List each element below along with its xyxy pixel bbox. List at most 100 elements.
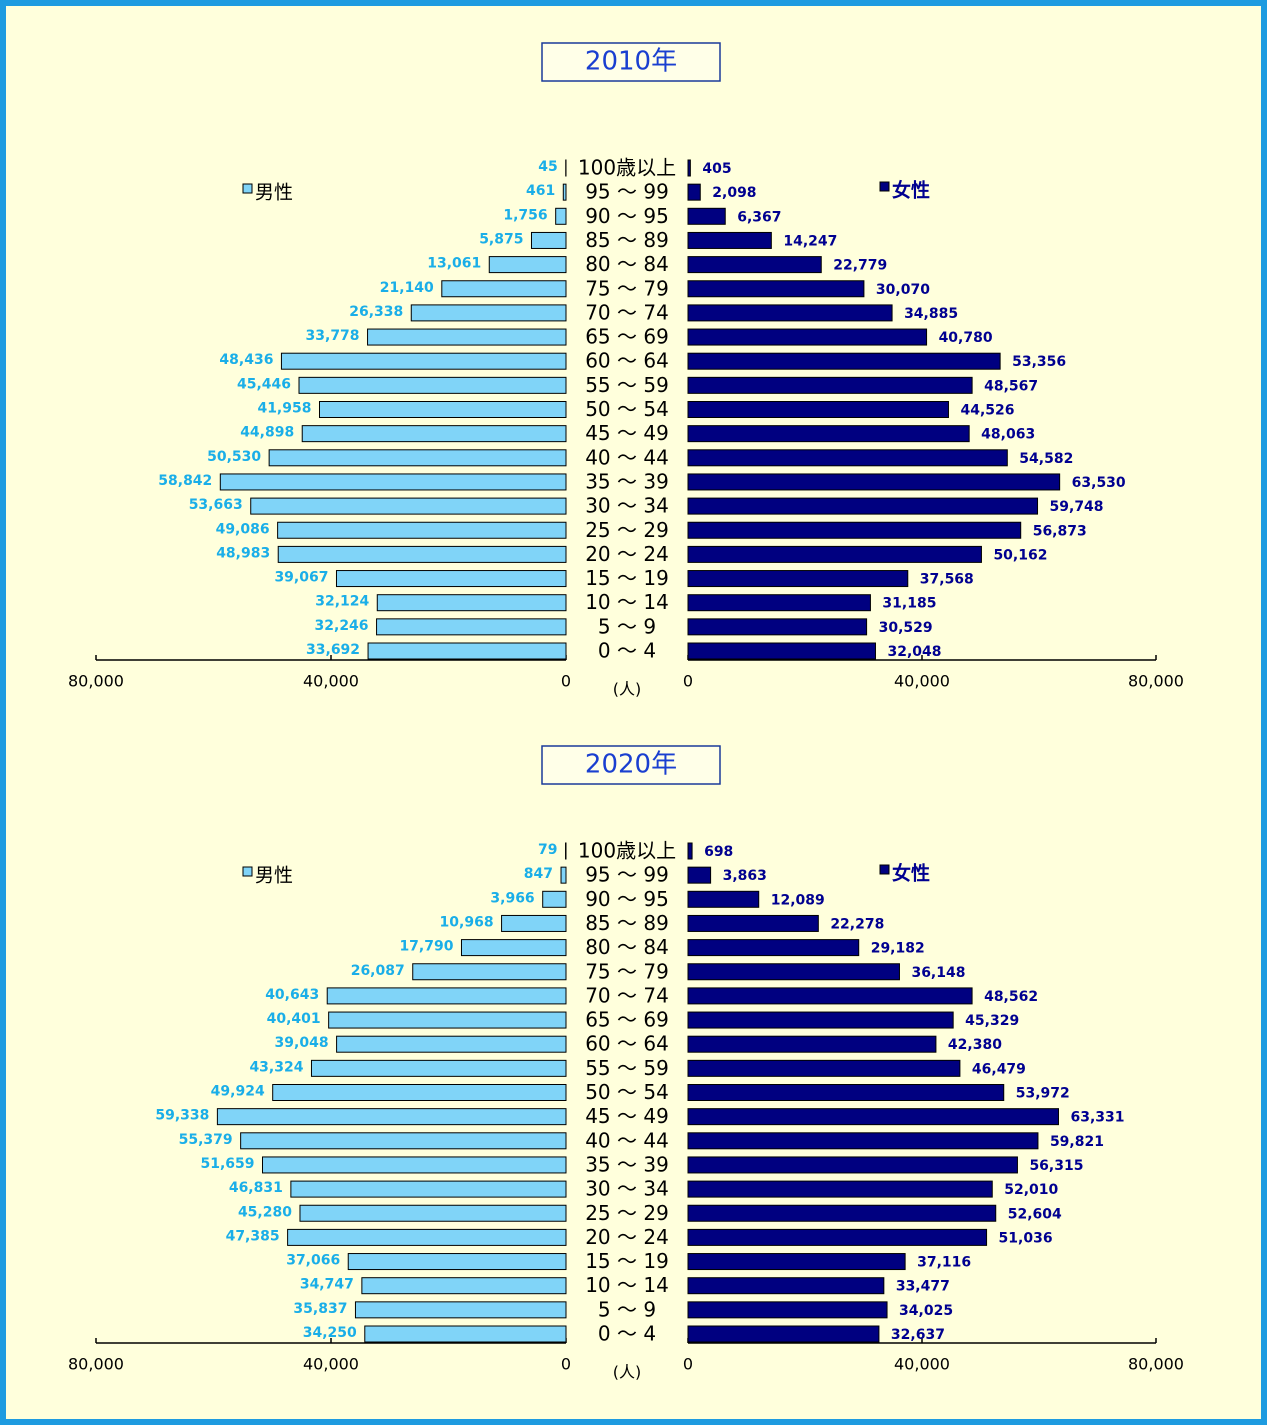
category-label: 55 ～ 59 [585, 1056, 669, 1080]
category-label: 90 ～ 95 [585, 204, 669, 228]
value-label: 45 [538, 159, 557, 175]
bar [687, 890, 760, 908]
category-label: 35 ～ 39 [585, 469, 669, 493]
chart-title: 2020年 [585, 750, 677, 780]
bar [687, 618, 868, 636]
bar [361, 1277, 567, 1295]
value-label: 2,098 [712, 185, 756, 201]
value-label: 45,280 [238, 1204, 292, 1220]
bar [277, 521, 567, 539]
value-label: 22,779 [833, 258, 887, 274]
bar [687, 594, 871, 612]
category-label: 20 ～ 24 [585, 542, 669, 566]
x-tick-label: 40,000 [894, 1355, 950, 1374]
category-label: 85 ～ 89 [585, 228, 669, 252]
value-label: 32,048 [887, 644, 941, 660]
value-label: 48,436 [219, 352, 273, 368]
category-label: 95 ～ 99 [585, 180, 669, 204]
value-label: 46,479 [972, 1061, 1026, 1077]
bar [687, 449, 1008, 467]
category-label: 5 ～ 9 [598, 614, 656, 638]
legend-swatch [879, 181, 890, 192]
value-label: 59,821 [1050, 1134, 1104, 1150]
category-label: 40 ～ 44 [585, 445, 669, 469]
category-label: 40 ～ 44 [585, 1128, 669, 1152]
value-label: 48,063 [981, 427, 1035, 443]
value-label: 31,185 [882, 596, 936, 612]
value-label: 26,087 [351, 963, 405, 979]
bar [530, 231, 567, 249]
value-label: 50,530 [207, 449, 261, 465]
bar [687, 352, 1001, 370]
category-label: 50 ～ 54 [585, 397, 669, 421]
category-label: 65 ～ 69 [585, 1008, 669, 1032]
bar [318, 401, 567, 418]
category-label: 70 ～ 74 [585, 983, 669, 1007]
bar [287, 1228, 567, 1246]
x-tick-label: 80,000 [68, 1355, 124, 1374]
value-label: 26,338 [349, 304, 403, 320]
value-label: 53,663 [189, 497, 243, 513]
bar [410, 304, 567, 322]
value-label: 45,446 [237, 376, 291, 392]
bar [301, 425, 567, 443]
value-label: 3,966 [490, 890, 534, 906]
bar [555, 207, 567, 225]
value-label: 698 [704, 844, 733, 860]
value-label: 51,036 [999, 1230, 1053, 1246]
value-label: 42,380 [948, 1037, 1002, 1053]
value-label: 35,837 [293, 1301, 347, 1317]
bar [687, 231, 772, 249]
title-box [541, 745, 721, 785]
value-label: 3,863 [723, 868, 767, 884]
value-label: 51,659 [200, 1156, 254, 1172]
value-label: 40,780 [939, 330, 993, 346]
bar [687, 642, 876, 660]
value-label: 59,338 [155, 1108, 209, 1124]
value-label: 79 [538, 842, 557, 858]
value-label: 22,278 [830, 916, 884, 932]
x-tick-label: 80,000 [68, 672, 124, 691]
bar [687, 939, 860, 957]
value-label: 37,066 [286, 1253, 340, 1269]
value-label: 29,182 [871, 941, 925, 957]
bar [687, 545, 982, 563]
value-label: 30,070 [876, 282, 930, 298]
bar [687, 425, 970, 443]
x-tick-label: 40,000 [303, 1355, 359, 1374]
category-label: 15 ～ 19 [585, 1249, 669, 1273]
value-label: 33,692 [306, 642, 360, 658]
bar [216, 1108, 567, 1126]
value-label: 46,831 [229, 1180, 283, 1196]
bar [687, 473, 1061, 491]
value-label: 56,873 [1033, 523, 1087, 539]
value-label: 43,324 [249, 1059, 303, 1075]
value-label: 33,477 [896, 1279, 950, 1295]
bar [367, 642, 567, 660]
value-label: 13,061 [427, 256, 481, 272]
legend-label: 男性 [255, 182, 293, 204]
bar [280, 352, 567, 370]
bar [336, 1035, 567, 1053]
value-label: 34,885 [904, 306, 958, 322]
value-label: 34,250 [303, 1325, 357, 1341]
value-label: 5,875 [479, 231, 523, 247]
value-label: 40,643 [265, 987, 319, 1003]
unit-label: (人) [613, 680, 642, 699]
value-label: 48,983 [216, 545, 270, 561]
category-label: 80 ～ 84 [585, 935, 669, 959]
bar [326, 987, 567, 1005]
bar [687, 1035, 937, 1053]
category-label: 35 ～ 39 [585, 1152, 669, 1176]
legend-label: 女性 [892, 179, 930, 202]
bar [687, 1059, 961, 1077]
bar [328, 1011, 567, 1029]
value-label: 59,748 [1050, 499, 1104, 515]
bar [687, 963, 900, 981]
bar [687, 570, 909, 588]
value-label: 34,025 [899, 1303, 953, 1319]
x-tick-label: 80,000 [1128, 1355, 1184, 1374]
value-label: 461 [526, 183, 555, 199]
bar [687, 1011, 954, 1029]
bar [219, 473, 567, 491]
